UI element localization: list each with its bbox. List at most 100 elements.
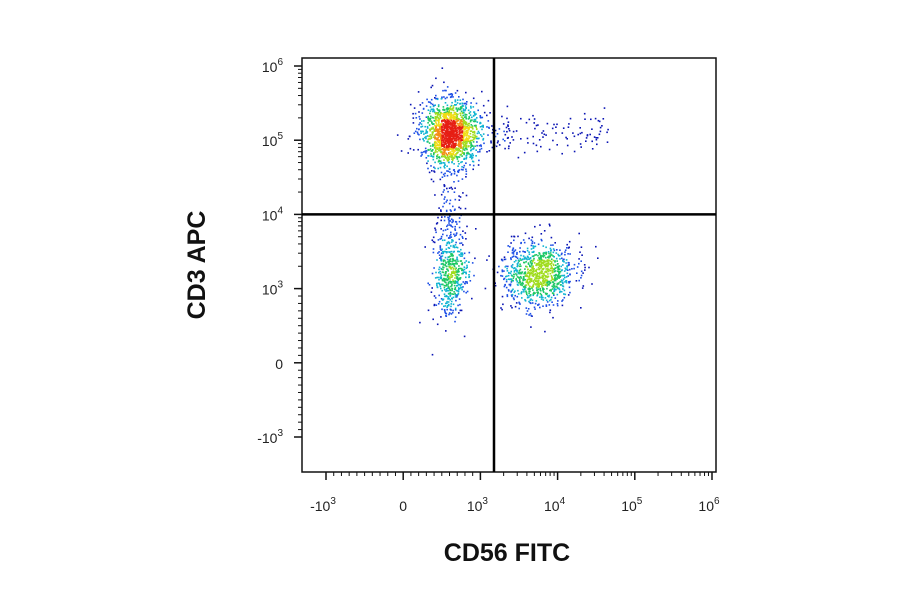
event-dot xyxy=(456,158,459,160)
event-dot xyxy=(458,274,460,276)
event-dot xyxy=(528,118,531,121)
event-dot xyxy=(433,109,435,112)
event-dot xyxy=(444,281,446,283)
event-dot xyxy=(519,263,521,266)
event-dot xyxy=(529,260,532,262)
event-dot xyxy=(450,245,452,247)
event-dot xyxy=(472,160,475,163)
event-dot xyxy=(455,107,458,109)
event-dot xyxy=(437,105,440,108)
event-dot xyxy=(558,254,561,257)
event-dot xyxy=(487,99,490,102)
event-dot xyxy=(533,292,535,295)
event-dot xyxy=(536,280,539,282)
event-dot xyxy=(580,246,583,248)
event-dot xyxy=(545,305,548,307)
event-dot xyxy=(445,140,447,142)
event-dot xyxy=(453,173,456,175)
event-dot xyxy=(462,123,465,125)
event-dot xyxy=(445,302,447,305)
event-dot xyxy=(513,298,515,301)
event-dot xyxy=(461,127,463,130)
event-dot xyxy=(567,275,569,277)
event-dot xyxy=(443,305,445,308)
event-dot xyxy=(480,144,482,146)
event-dot xyxy=(541,285,543,288)
event-dot xyxy=(567,126,570,128)
event-dot xyxy=(451,263,454,266)
event-dot xyxy=(447,301,450,303)
event-dot xyxy=(501,269,504,271)
event-dot xyxy=(517,284,519,286)
event-dot xyxy=(511,263,514,266)
event-dot xyxy=(463,268,466,271)
event-dot xyxy=(450,154,452,157)
event-dot xyxy=(507,251,509,253)
event-dot xyxy=(550,267,553,270)
event-dot xyxy=(528,288,530,291)
event-dot xyxy=(434,143,436,145)
event-dot xyxy=(559,258,561,260)
event-dot xyxy=(431,103,434,106)
event-dot xyxy=(514,255,517,258)
event-dot xyxy=(573,135,576,138)
event-dot xyxy=(513,261,516,263)
event-dot xyxy=(474,135,477,138)
event-dot xyxy=(569,253,571,255)
event-dot xyxy=(462,124,465,126)
event-dot xyxy=(521,258,524,261)
event-dot xyxy=(431,128,434,130)
event-dot xyxy=(442,251,445,253)
event-dot xyxy=(465,152,468,154)
event-dot xyxy=(438,278,440,281)
event-dot xyxy=(520,138,522,140)
event-dot xyxy=(501,270,504,273)
event-dot xyxy=(453,132,455,134)
event-dot xyxy=(524,268,526,270)
event-dot xyxy=(449,209,452,211)
event-dot xyxy=(462,137,464,140)
event-dot xyxy=(460,260,463,262)
event-dot xyxy=(474,120,477,122)
event-dot xyxy=(428,171,431,174)
event-dot xyxy=(455,267,457,269)
event-dot xyxy=(439,134,442,136)
event-dot xyxy=(568,264,570,266)
event-dot xyxy=(462,169,464,171)
event-dot xyxy=(546,263,549,265)
event-dot xyxy=(496,133,499,135)
event-dot xyxy=(435,304,438,306)
event-dot xyxy=(441,131,444,133)
event-dot xyxy=(447,284,449,286)
event-dot xyxy=(446,170,448,172)
event-dot xyxy=(450,133,452,135)
event-dot xyxy=(441,239,444,242)
event-dot xyxy=(451,288,454,290)
event-dot xyxy=(480,147,483,150)
event-dot xyxy=(461,286,463,289)
event-dot xyxy=(421,120,423,122)
event-dot xyxy=(435,122,438,125)
event-dot xyxy=(534,292,536,294)
event-dot xyxy=(452,145,455,148)
event-dot xyxy=(567,247,570,249)
event-dot xyxy=(472,106,475,108)
event-dot xyxy=(542,253,545,256)
event-dot xyxy=(451,142,454,144)
event-dot xyxy=(525,291,528,294)
event-dot xyxy=(439,248,442,250)
event-dot xyxy=(458,145,461,148)
event-dot xyxy=(456,246,459,249)
event-dot xyxy=(431,132,434,135)
event-dot xyxy=(450,156,453,159)
event-dot xyxy=(448,286,450,288)
event-dot xyxy=(550,258,553,260)
event-dot xyxy=(465,173,468,175)
event-dot xyxy=(421,125,424,128)
event-dot xyxy=(450,303,452,305)
event-dot xyxy=(513,271,516,273)
event-dot xyxy=(471,139,474,142)
event-dot xyxy=(446,141,449,144)
event-dot xyxy=(445,114,448,116)
event-dot xyxy=(445,288,448,291)
